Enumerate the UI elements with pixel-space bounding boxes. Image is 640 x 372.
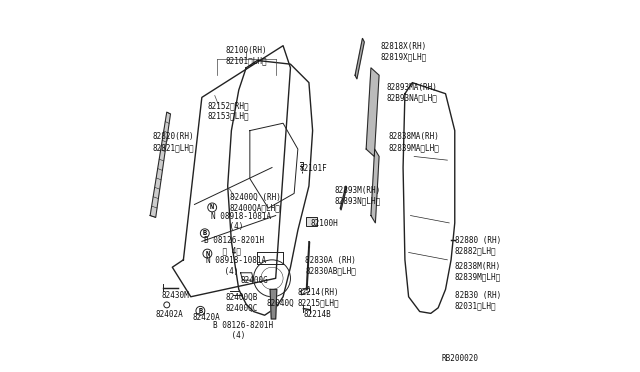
Text: 82838MA(RH)
82839MA〈LH〉: 82838MA(RH) 82839MA〈LH〉 <box>388 132 439 152</box>
Text: N 08918-1081A
    (4): N 08918-1081A (4) <box>211 212 271 231</box>
Polygon shape <box>340 186 347 210</box>
Circle shape <box>203 249 212 258</box>
Circle shape <box>208 203 216 212</box>
Polygon shape <box>150 112 170 217</box>
Text: 82420A: 82420A <box>193 313 220 323</box>
Text: 82818X(RH)
82819X〈LH〉: 82818X(RH) 82819X〈LH〉 <box>381 42 427 61</box>
Text: 82100H: 82100H <box>311 219 339 228</box>
Text: 82152〈RH〉
82153〈LH〉: 82152〈RH〉 82153〈LH〉 <box>207 101 249 121</box>
Text: 82400G: 82400G <box>241 276 268 285</box>
Text: 82830A (RH)
82830AB〈LH〉: 82830A (RH) 82830AB〈LH〉 <box>305 256 356 276</box>
Text: 82101F: 82101F <box>300 164 328 173</box>
Text: 82893MA(RH)
82B93NA〈LH〉: 82893MA(RH) 82B93NA〈LH〉 <box>387 83 437 102</box>
Polygon shape <box>307 241 310 290</box>
Polygon shape <box>371 149 379 223</box>
Text: 82100(RH)
82101〈LH〉: 82100(RH) 82101〈LH〉 <box>225 46 267 65</box>
Circle shape <box>200 229 209 238</box>
FancyBboxPatch shape <box>307 217 317 225</box>
Text: B 08126-8201H
    (4): B 08126-8201H (4) <box>213 321 273 340</box>
Polygon shape <box>355 38 364 79</box>
Circle shape <box>196 307 205 315</box>
Text: N 08918-1081A
    (4): N 08918-1081A (4) <box>205 256 266 276</box>
Text: 82040Q: 82040Q <box>266 299 294 308</box>
Text: 82214B: 82214B <box>303 310 331 319</box>
Text: 82400Q (RH)
82400QA〈LH〉: 82400Q (RH) 82400QA〈LH〉 <box>230 193 280 213</box>
Text: N: N <box>210 205 214 211</box>
Text: RB200020: RB200020 <box>442 354 479 363</box>
Polygon shape <box>270 289 277 319</box>
Text: 82893M(RH)
82893N〈LH〉: 82893M(RH) 82893N〈LH〉 <box>335 186 381 205</box>
Polygon shape <box>366 68 379 157</box>
Text: B: B <box>203 230 207 236</box>
Text: 82B30 (RH)
82031〈LH〉: 82B30 (RH) 82031〈LH〉 <box>455 291 501 311</box>
Text: 82214(RH)
82215〈LH〉: 82214(RH) 82215〈LH〉 <box>298 288 339 307</box>
Text: B: B <box>198 308 202 314</box>
Text: N: N <box>205 251 209 257</box>
Text: 82820(RH)
82821〈LH〉: 82820(RH) 82821〈LH〉 <box>152 132 194 152</box>
Text: 82880 (RH)
82882〈LH〉: 82880 (RH) 82882〈LH〉 <box>455 236 501 255</box>
Text: 82430M: 82430M <box>161 291 189 300</box>
Text: 82400QB
82400QC: 82400QB 82400QC <box>226 293 258 312</box>
Text: 82402A: 82402A <box>156 310 184 319</box>
Text: 82838M(RH)
82839M〈LH〉: 82838M(RH) 82839M〈LH〉 <box>455 262 501 281</box>
Text: B 08126-8201H
    〈 4〉: B 08126-8201H 〈 4〉 <box>204 236 264 255</box>
